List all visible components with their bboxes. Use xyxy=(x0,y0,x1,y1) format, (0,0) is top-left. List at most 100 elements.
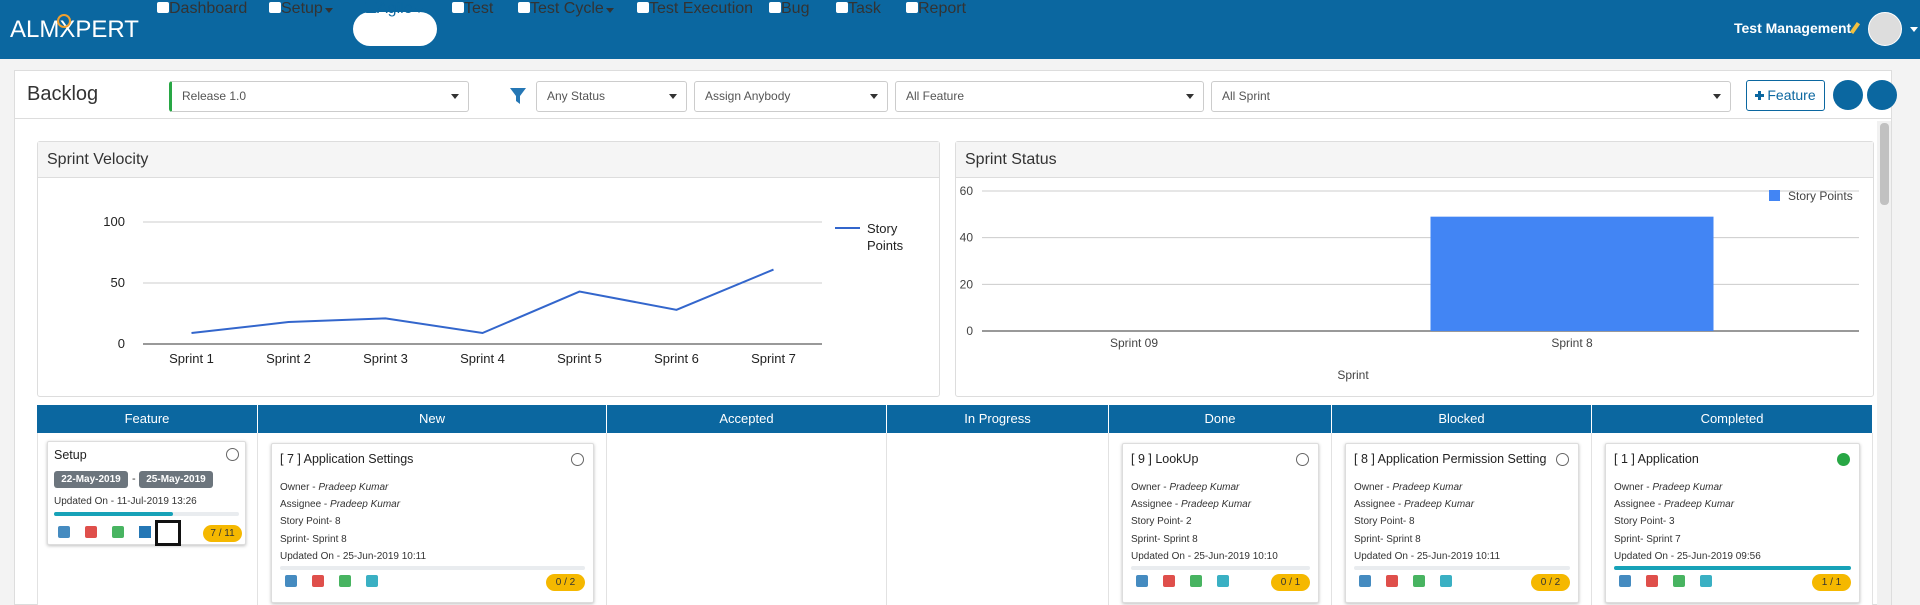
avatar[interactable] xyxy=(1868,12,1902,46)
card-assignee: Assignee - Pradeep Kumar xyxy=(1131,499,1251,510)
nav-item[interactable]: Report xyxy=(906,0,966,18)
feature-card[interactable]: Setup 22-May-2019-25-May-2019 Updated On -… xyxy=(47,441,246,546)
select-value: Release 1.0 xyxy=(182,89,247,103)
delete-icon[interactable] xyxy=(312,575,324,587)
select-value: Assign Anybody xyxy=(705,89,791,103)
select-value: All Sprint xyxy=(1222,89,1271,103)
assignee-name: Pradeep Kumar xyxy=(330,499,401,510)
chart-button[interactable] xyxy=(1833,80,1863,110)
edit-icon[interactable] xyxy=(58,526,70,538)
task-card[interactable]: [ 8 ] Application Permission Setting Owne… xyxy=(1345,443,1579,603)
filter-select[interactable]: Release 1.0 xyxy=(169,81,469,112)
assignee-label: Assignee - xyxy=(1131,499,1179,510)
owner-label: Owner - xyxy=(1131,482,1167,493)
nav-item[interactable]: Test xyxy=(452,0,493,18)
filter-shape xyxy=(510,88,526,104)
date-separator: - xyxy=(132,473,136,485)
logo[interactable]: ALMXPERT xyxy=(10,16,139,43)
scroll-thumb[interactable] xyxy=(1880,123,1889,205)
edit-icon[interactable] xyxy=(1619,575,1631,587)
x-tick-label: Sprint 1 xyxy=(169,351,214,366)
nav-item[interactable]: Bug xyxy=(769,0,809,18)
list-icon[interactable] xyxy=(339,575,351,587)
edit-icon[interactable] xyxy=(285,575,297,587)
edit-icon[interactable] xyxy=(1136,575,1148,587)
y-tick-label: 100 xyxy=(103,214,125,229)
filter-select[interactable]: All Sprint xyxy=(1211,81,1731,112)
nav-item[interactable]: Setup xyxy=(269,0,333,18)
delete-icon[interactable] xyxy=(1646,575,1658,587)
clock-icon xyxy=(571,453,584,466)
card-assignee: Assignee - Pradeep Kumar xyxy=(280,499,400,510)
delete-icon[interactable] xyxy=(85,526,97,538)
task-card[interactable]: [ 7 ] Application Settings Owner - Pradee… xyxy=(271,443,594,603)
list-icon[interactable] xyxy=(1413,575,1425,587)
owner-label: Owner - xyxy=(1354,482,1390,493)
doc-icon[interactable] xyxy=(1700,575,1712,587)
card-story-point: Story Point- 2 xyxy=(1131,516,1192,527)
nav-label: Bug xyxy=(781,0,810,17)
user-caret xyxy=(1910,27,1918,32)
nav-label: Dashboard xyxy=(169,0,248,17)
nav-item[interactable]: Task xyxy=(836,0,881,18)
filter-icon[interactable] xyxy=(509,87,527,105)
column-header: Completed xyxy=(1592,405,1873,433)
list-icon[interactable] xyxy=(1673,575,1685,587)
card-updated: Updated On - 25-Jun-2019 10:11 xyxy=(1354,551,1501,562)
chart-title: Sprint Status xyxy=(956,142,1873,178)
task-card[interactable]: [ 9 ] LookUp Owner - Pradeep Kumar Assigne… xyxy=(1122,443,1319,603)
delete-icon[interactable] xyxy=(1386,575,1398,587)
column-header: New xyxy=(258,405,607,433)
progress-track xyxy=(1354,566,1570,570)
card-story-point: Story Point- 3 xyxy=(1614,516,1675,527)
add-icon[interactable] xyxy=(139,526,151,538)
help-button[interactable] xyxy=(1867,80,1897,110)
filter-select[interactable]: Assign Anybody xyxy=(694,81,888,112)
nav-pill[interactable] xyxy=(353,12,437,46)
nav-icon xyxy=(769,2,781,13)
nav-icon xyxy=(452,2,464,13)
card-updated: Updated On - 25-Jun-2019 10:11 xyxy=(280,551,427,562)
assignee-name: Pradeep Kumar xyxy=(1404,499,1475,510)
nav-item[interactable]: Test Cycle xyxy=(518,0,614,18)
y-tick-label: 20 xyxy=(960,277,974,291)
nav-item[interactable]: Dashboard xyxy=(157,0,247,18)
delete-icon[interactable] xyxy=(1163,575,1175,587)
select-caret xyxy=(669,94,677,99)
nav-label: Task xyxy=(848,0,881,17)
focused-doc-icon[interactable] xyxy=(155,520,181,546)
nav-item[interactable]: Test Execution xyxy=(637,0,753,18)
card-sprint: Sprint- Sprint 8 xyxy=(1354,534,1421,545)
clock-icon xyxy=(1556,453,1569,466)
filter-select[interactable]: All Feature xyxy=(895,81,1204,112)
x-tick-label: Sprint 5 xyxy=(557,351,602,366)
progress-track xyxy=(1131,566,1310,570)
doc-icon[interactable] xyxy=(1217,575,1229,587)
edit-icon[interactable] xyxy=(1359,575,1371,587)
assignee-label: Assignee - xyxy=(280,499,328,510)
card-assignee: Assignee - Pradeep Kumar xyxy=(1354,499,1474,510)
line-series xyxy=(191,268,774,335)
doc-icon[interactable] xyxy=(366,575,378,587)
y-tick-label: 50 xyxy=(111,275,125,290)
x-tick-label: Sprint 8 xyxy=(1551,336,1593,350)
legend-label: Story Points xyxy=(867,221,904,253)
list-icon[interactable] xyxy=(112,526,124,538)
add-feature-button[interactable]: Feature xyxy=(1746,80,1825,111)
owner-name: Pradeep Kumar xyxy=(1652,482,1723,493)
user-name[interactable]: Test Management xyxy=(1734,20,1852,36)
assignee-name: Pradeep Kumar xyxy=(1664,499,1735,510)
filter-select[interactable]: Any Status xyxy=(536,81,687,112)
x-tick-label: Sprint 2 xyxy=(266,351,311,366)
task-card[interactable]: [ 1 ] Application Owner - Pradeep Kumar As… xyxy=(1605,443,1860,603)
doc-icon[interactable] xyxy=(1440,575,1452,587)
assignee-name: Pradeep Kumar xyxy=(1181,499,1252,510)
card-owner: Owner - Pradeep Kumar xyxy=(280,482,388,493)
nav-item[interactable]: Agile xyxy=(365,0,423,18)
assignee-label: Assignee - xyxy=(1354,499,1402,510)
scrollbar[interactable] xyxy=(1877,121,1891,605)
legend-label: Story Points xyxy=(1788,189,1853,203)
list-icon[interactable] xyxy=(1190,575,1202,587)
feature-updated: Updated On - 11-Jul-2019 13:26 xyxy=(54,496,197,507)
y-tick-label: 40 xyxy=(960,231,974,245)
